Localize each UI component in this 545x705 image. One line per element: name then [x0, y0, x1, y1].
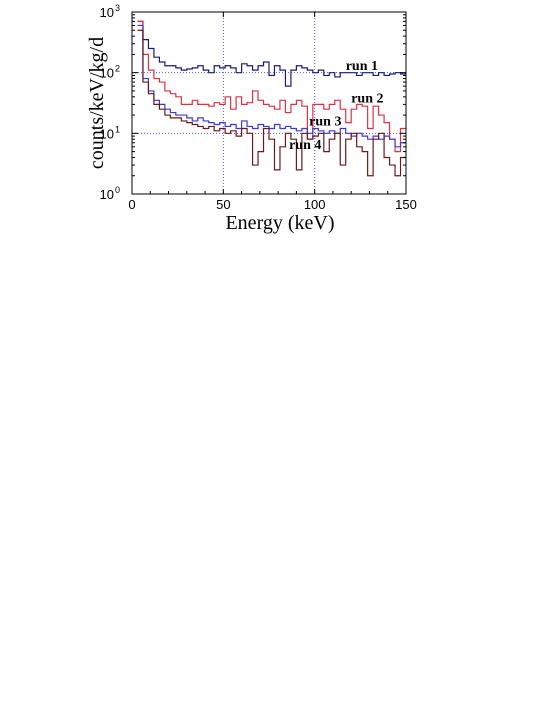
x-tick-label: 0 — [128, 197, 135, 212]
x-axis-title: Energy (keV) — [225, 212, 334, 234]
y-tick-label: 10 — [100, 126, 114, 141]
series-line-run-4 — [137, 29, 406, 177]
series-line-run-1 — [137, 20, 406, 87]
y-tick-label-exponent: 0 — [115, 185, 120, 195]
series-line-run-3 — [137, 24, 406, 148]
series-group — [137, 20, 406, 177]
run-labels: run 1 run 2 run 3 run 4 — [289, 59, 383, 153]
x-tick-label: 50 — [216, 197, 230, 212]
plot-frame — [131, 11, 407, 195]
y-axis-title: counts/keV/kg/d — [86, 37, 108, 169]
run-label-run-4: run 4 — [289, 138, 321, 153]
y-tick-label-exponent: 2 — [115, 64, 120, 74]
x-tick-label: 100 — [304, 197, 326, 212]
series-line-run-2 — [137, 20, 406, 153]
run-label-run-3: run 3 — [309, 114, 341, 129]
x-tick-label: 150 — [395, 197, 417, 212]
y-tick-label-exponent: 3 — [115, 3, 120, 13]
y-tick-label: 10 — [100, 5, 114, 20]
y-tick-label: 10 — [100, 187, 114, 202]
run-label-run-1: run 1 — [346, 59, 378, 74]
y-tick-label-exponent: 1 — [115, 124, 120, 134]
y-tick-label: 10 — [100, 66, 114, 81]
run-label-run-2: run 2 — [351, 92, 383, 107]
